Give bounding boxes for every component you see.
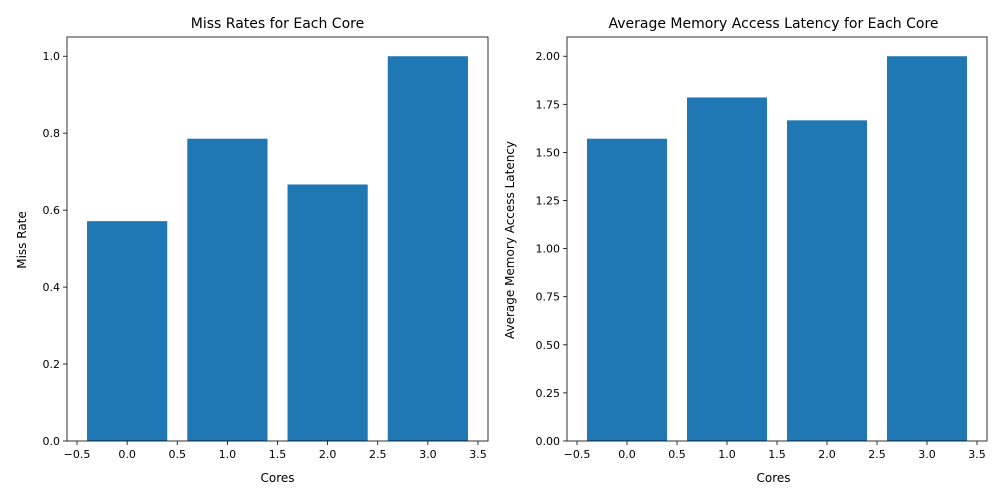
x-tick-label: 1.0 bbox=[718, 448, 736, 461]
y-tick-label: 1.0 bbox=[43, 50, 61, 63]
y-tick-label: 0.25 bbox=[536, 387, 561, 400]
y-tick-label: 0.2 bbox=[43, 358, 61, 371]
plot-frame bbox=[66, 36, 489, 442]
bar-core-1 bbox=[687, 97, 767, 441]
y-tick-label: 0.6 bbox=[43, 204, 61, 217]
y-tick-label: 0.75 bbox=[536, 291, 561, 304]
x-axis-label: Cores bbox=[756, 471, 790, 485]
bar-core-3 bbox=[387, 56, 468, 441]
x-axis-ticks: −0.5 0.0 0.5 1.0 1.5 2.0 2.5 3.0 3.5 bbox=[64, 441, 487, 461]
y-tick-label: 0.0 bbox=[43, 435, 61, 448]
bar-group bbox=[587, 56, 967, 441]
x-tick-label: −0.5 bbox=[564, 448, 591, 461]
x-axis-label: Cores bbox=[260, 471, 294, 485]
y-tick-label: 1.00 bbox=[536, 243, 561, 256]
y-axis-label: Miss Rate bbox=[15, 211, 29, 269]
x-tick-label: 3.5 bbox=[469, 448, 487, 461]
latency-chart: Average Memory Access Latency for Each C… bbox=[503, 16, 988, 485]
chart-title: Average Memory Access Latency for Each C… bbox=[608, 16, 938, 32]
bar-core-1 bbox=[187, 138, 268, 441]
x-tick-label: 0.0 bbox=[118, 448, 136, 461]
bar-core-3 bbox=[887, 56, 967, 441]
x-tick-label: 2.0 bbox=[319, 448, 337, 461]
bar-core-2 bbox=[287, 184, 368, 441]
y-tick-label: 0.50 bbox=[536, 339, 561, 352]
x-tick-label: 2.0 bbox=[818, 448, 836, 461]
x-tick-label: 3.0 bbox=[419, 448, 437, 461]
bar-core-0 bbox=[87, 221, 168, 441]
chart-title: Miss Rates for Each Core bbox=[191, 16, 364, 32]
bar-core-2 bbox=[787, 120, 867, 441]
y-tick-label: 1.75 bbox=[536, 98, 561, 111]
x-tick-label: 1.0 bbox=[219, 448, 237, 461]
plot-frame bbox=[566, 36, 988, 442]
x-tick-label: 3.0 bbox=[918, 448, 936, 461]
y-axis-label: Average Memory Access Latency bbox=[503, 141, 517, 339]
x-tick-label: 2.5 bbox=[369, 448, 387, 461]
x-tick-label: 1.5 bbox=[768, 448, 786, 461]
y-tick-label: 2.00 bbox=[536, 50, 561, 63]
x-tick-label: −0.5 bbox=[64, 448, 91, 461]
bar-core-0 bbox=[587, 138, 667, 441]
bar-group bbox=[87, 56, 468, 441]
miss-rate-chart: Miss Rates for Each Core −0.5 0.0 0.5 1.0 1.… bbox=[15, 16, 489, 485]
x-tick-label: 0.5 bbox=[668, 448, 686, 461]
y-tick-label: 1.50 bbox=[536, 146, 561, 159]
x-tick-label: 1.5 bbox=[269, 448, 287, 461]
y-tick-label: 0.4 bbox=[43, 281, 61, 294]
y-tick-label: 0.8 bbox=[43, 127, 61, 140]
y-axis-ticks: 0.00 0.25 0.50 0.75 1.00 1.25 1.50 1.75 2.00 bbox=[536, 50, 567, 448]
x-tick-label: 0.0 bbox=[618, 448, 636, 461]
x-axis-ticks: −0.5 0.0 0.5 1.0 1.5 2.0 2.5 3.0 3.5 bbox=[564, 441, 986, 461]
x-tick-label: 0.5 bbox=[169, 448, 187, 461]
y-tick-label: 1.25 bbox=[536, 195, 561, 208]
x-tick-label: 2.5 bbox=[868, 448, 886, 461]
y-tick-label: 0.00 bbox=[536, 435, 561, 448]
x-tick-label: 3.5 bbox=[968, 448, 986, 461]
y-axis-ticks: 0.0 0.2 0.4 0.6 0.8 1.0 bbox=[43, 50, 67, 448]
